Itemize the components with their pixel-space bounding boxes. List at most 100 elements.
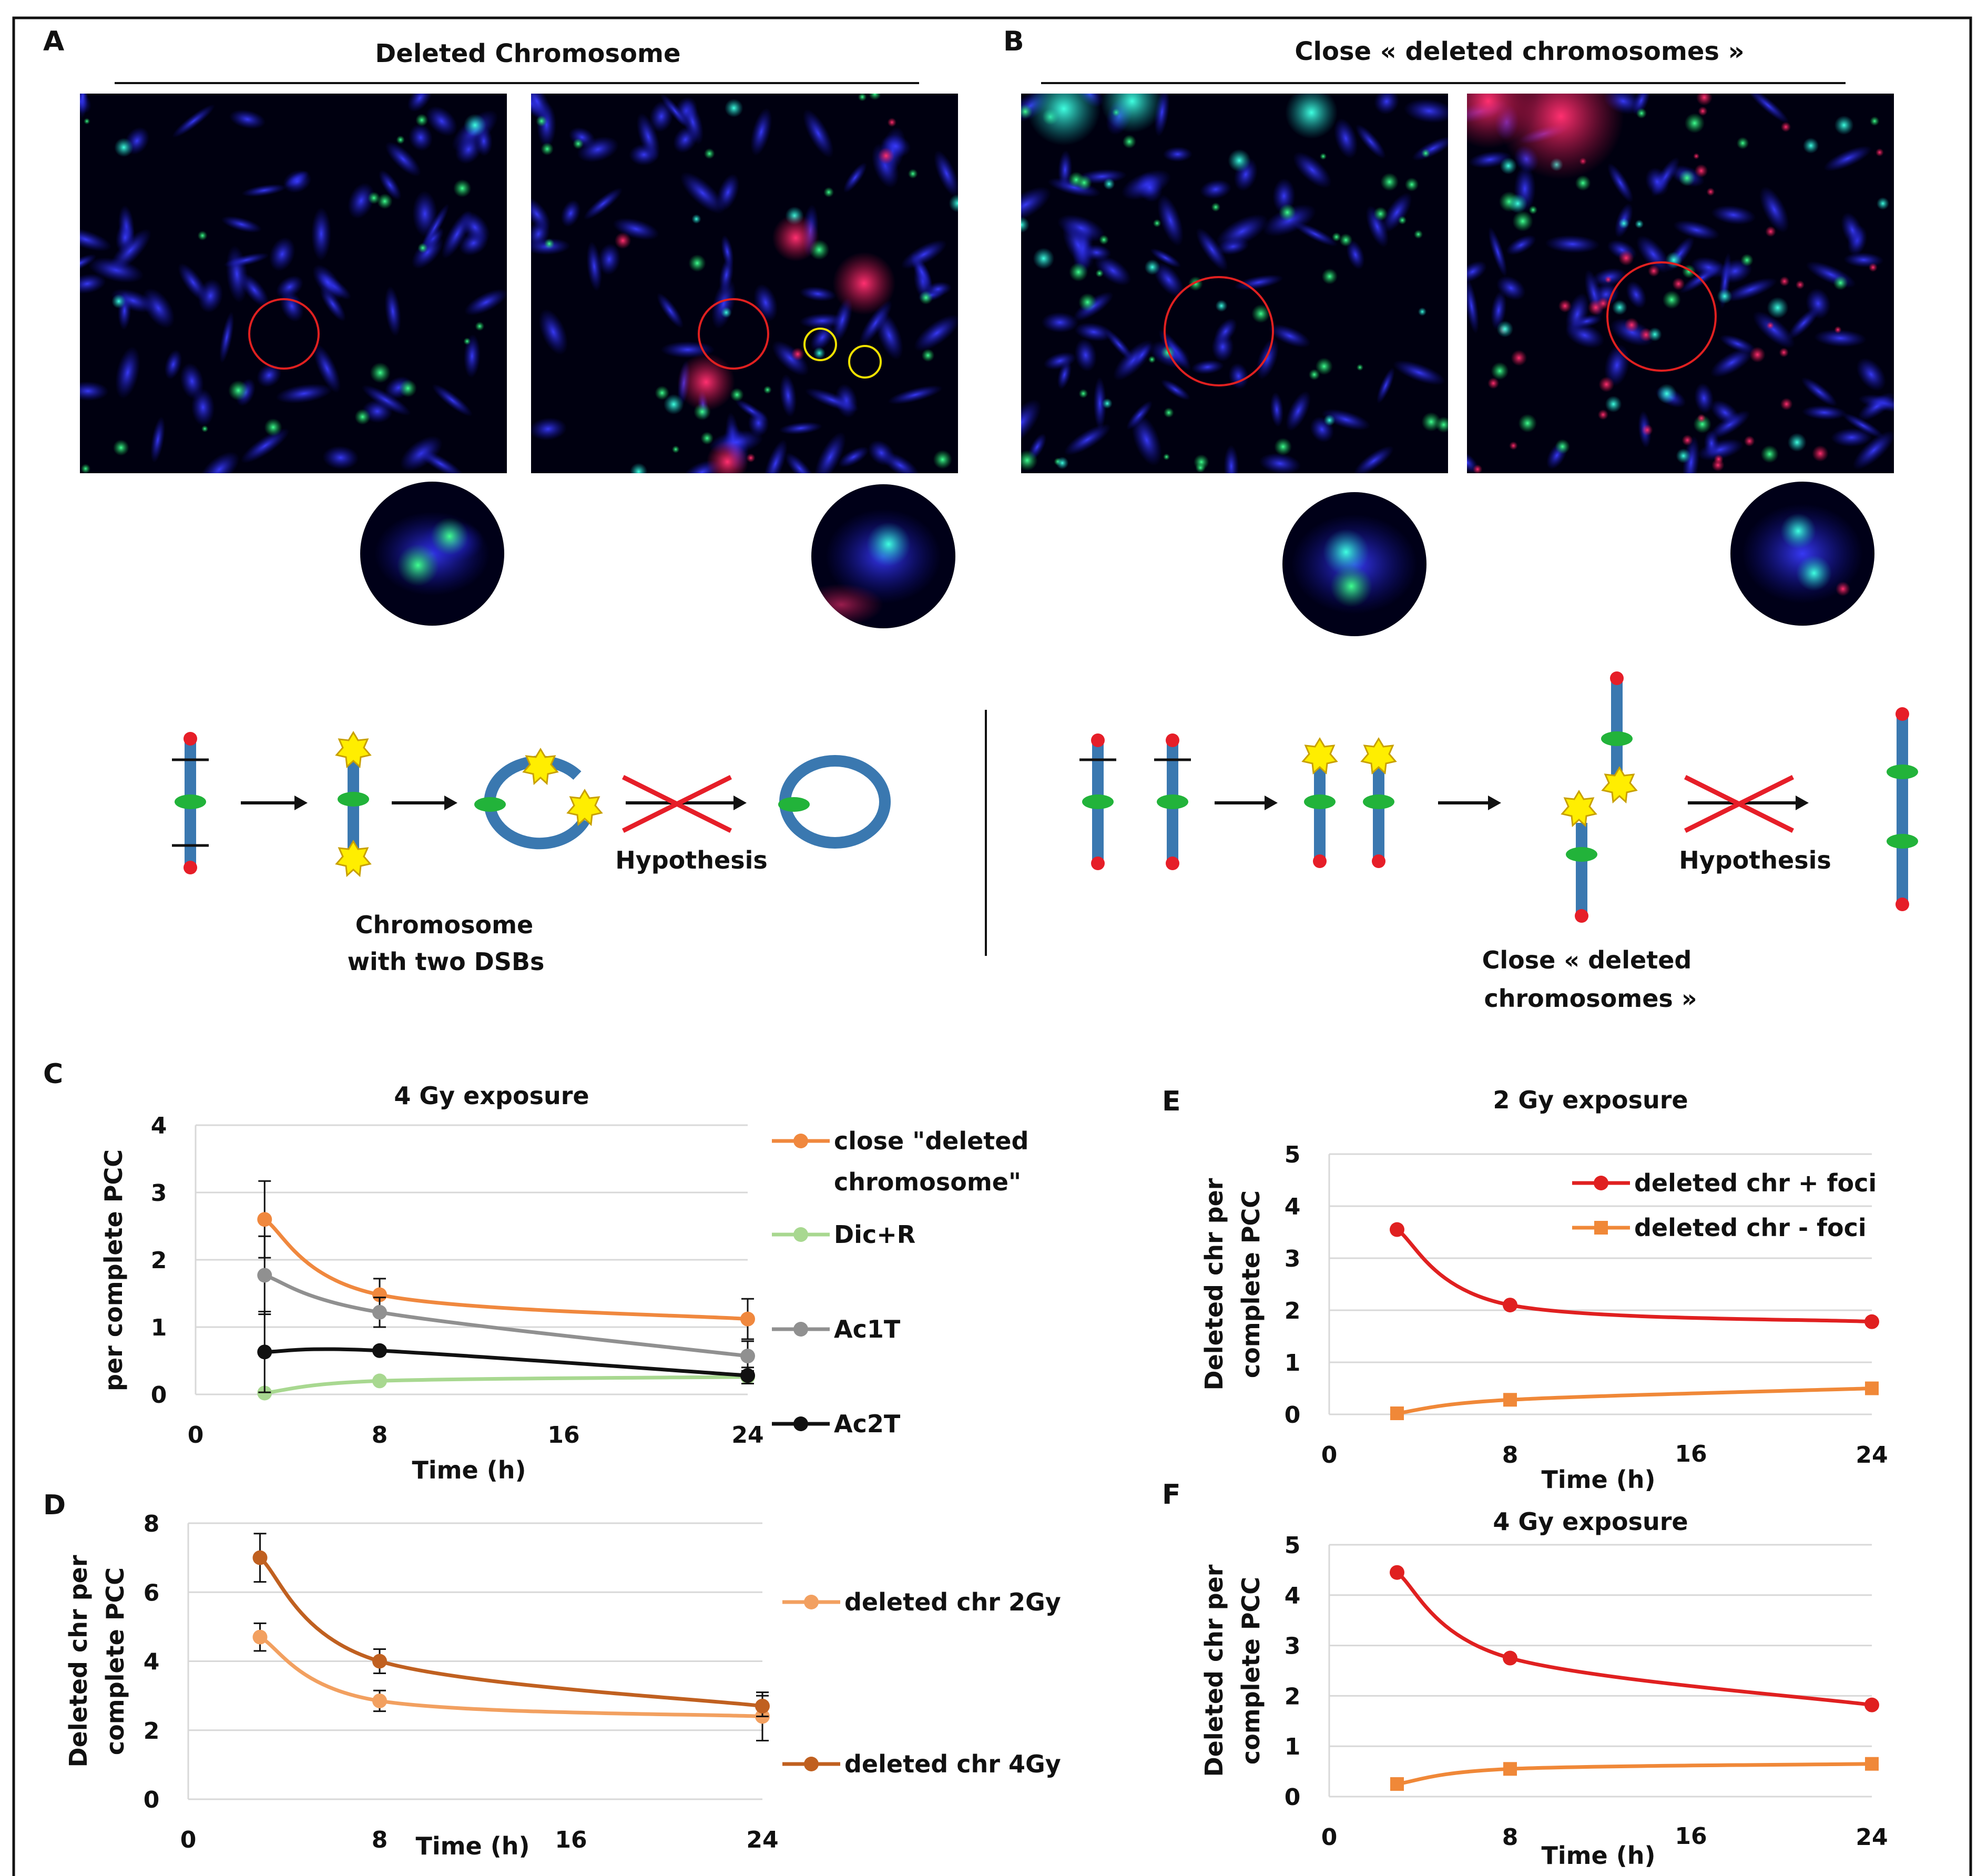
chromosome-blob xyxy=(657,292,684,329)
x-tick-label: 0 xyxy=(188,1422,204,1449)
green-focus xyxy=(1163,453,1170,461)
chromosome-blob xyxy=(660,94,690,129)
chromosome-blob xyxy=(1488,227,1507,277)
legend-label: deleted chr 2Gy xyxy=(844,1588,1061,1616)
green-focus xyxy=(1528,205,1538,215)
x-tick-label: 16 xyxy=(1675,1823,1707,1850)
x-axis-label: Time (h) xyxy=(412,1456,526,1484)
y-tick-label: 0 xyxy=(1285,1784,1301,1811)
chromosome-blob xyxy=(142,288,175,329)
chromosome-blob xyxy=(464,289,507,316)
dsb-star-icon xyxy=(335,840,372,878)
data-point xyxy=(372,1304,387,1320)
schematic-b-caption-line2: chromosomes » xyxy=(1484,984,1697,1013)
schematic-b-deleted-pair xyxy=(1301,737,1397,868)
chromosome-blob xyxy=(1021,186,1051,223)
chromosome-blob xyxy=(1506,234,1536,256)
x-tick-label: 8 xyxy=(1502,1824,1519,1851)
chromosome-blob xyxy=(779,374,797,417)
chromosome-blob xyxy=(409,124,433,151)
green-focus xyxy=(541,142,554,156)
green-focus xyxy=(1404,177,1419,192)
green-focus xyxy=(1153,219,1161,228)
data-point xyxy=(1503,1298,1517,1313)
chromosome-blob xyxy=(875,311,903,360)
green-focus xyxy=(704,148,715,159)
dsb-star-icon xyxy=(1601,766,1638,804)
chart-title: 4 Gy exposure xyxy=(1493,1507,1688,1536)
chromosome-blob xyxy=(636,113,660,161)
chromosome-blob xyxy=(561,199,581,227)
green-focus xyxy=(197,230,208,241)
dsb-star-icon xyxy=(566,789,603,827)
chromosome-blob xyxy=(1132,343,1152,367)
red-focus xyxy=(1765,226,1776,237)
dsb-star-icon xyxy=(1561,790,1597,828)
schematic-b-chromosome-pair-with-dsbs xyxy=(1079,733,1191,870)
x-tick-label: 16 xyxy=(1675,1441,1707,1467)
red-focus xyxy=(1780,397,1793,411)
y-tick-label: 2 xyxy=(151,1247,167,1274)
y-axis-label-line1: Deleted chr per xyxy=(64,1555,93,1767)
chromosome-blob xyxy=(1490,291,1507,330)
zoom-circle-a2 xyxy=(811,484,955,628)
chromosome-blob xyxy=(1607,163,1634,203)
green-focus xyxy=(80,464,91,473)
data-point xyxy=(1503,1650,1517,1666)
green-focus xyxy=(1421,148,1431,158)
chromosome-blob xyxy=(586,241,603,292)
chromosome-blob xyxy=(577,136,619,162)
chromosome-blob xyxy=(1153,262,1184,297)
green-focus xyxy=(655,385,669,401)
y-tick-label: 3 xyxy=(1285,1246,1301,1272)
chromosome-blob xyxy=(802,109,834,158)
red-focus xyxy=(791,348,804,361)
micrograph-a2-highlight-circle xyxy=(698,298,769,370)
chromosome-blob xyxy=(1346,240,1365,270)
chromosome-blob xyxy=(1355,124,1386,159)
green-focus xyxy=(370,362,391,383)
data-point xyxy=(1864,1314,1879,1329)
cyan-focus xyxy=(629,463,648,473)
green-focus xyxy=(544,238,555,249)
chromosome-blob xyxy=(1074,322,1113,342)
large-signal xyxy=(1027,94,1101,146)
green-focus xyxy=(417,242,428,253)
y-axis-label: per complete PCC xyxy=(99,1149,128,1391)
red-focus xyxy=(1706,187,1715,196)
green-focus xyxy=(376,193,393,209)
green-focus xyxy=(1512,210,1533,232)
red-focus xyxy=(1766,321,1775,330)
data-point xyxy=(1865,1381,1879,1395)
chromosome-blob xyxy=(1131,414,1162,466)
cyan-focus xyxy=(1767,297,1789,319)
green-focus xyxy=(1380,172,1399,191)
schematic-b-caption-line1: Close « deleted xyxy=(1482,946,1692,974)
green-focus xyxy=(399,379,417,397)
micrograph-a2-yellow-circle-1 xyxy=(803,328,837,361)
chromosome-blob xyxy=(1191,360,1224,374)
y-tick-label: 1 xyxy=(1285,1350,1301,1377)
chromosome-blob xyxy=(1645,167,1669,196)
red-focus xyxy=(1875,148,1884,157)
red-focus xyxy=(1744,435,1755,447)
cyan-focus xyxy=(1508,193,1527,213)
legend-label: Dic+R xyxy=(834,1220,915,1249)
red-focus xyxy=(1868,263,1878,272)
chromosome-blob xyxy=(1321,409,1371,431)
red-focus xyxy=(878,147,895,165)
data-point xyxy=(755,1698,770,1714)
schematic-b-close-deleted xyxy=(1561,671,1638,923)
chromosome-blob xyxy=(219,311,235,363)
cyan-focus xyxy=(1635,219,1644,229)
chromosome-blob xyxy=(269,237,295,271)
green-focus xyxy=(1331,232,1341,242)
panel-letter-e: E xyxy=(1162,1086,1181,1117)
data-point xyxy=(1503,1393,1517,1407)
chromosome-blob xyxy=(1333,118,1358,159)
chromosome-blob xyxy=(750,107,772,156)
chromosome-blob xyxy=(1163,146,1193,162)
chromosome-blob xyxy=(934,150,958,197)
green-focus xyxy=(84,118,90,125)
